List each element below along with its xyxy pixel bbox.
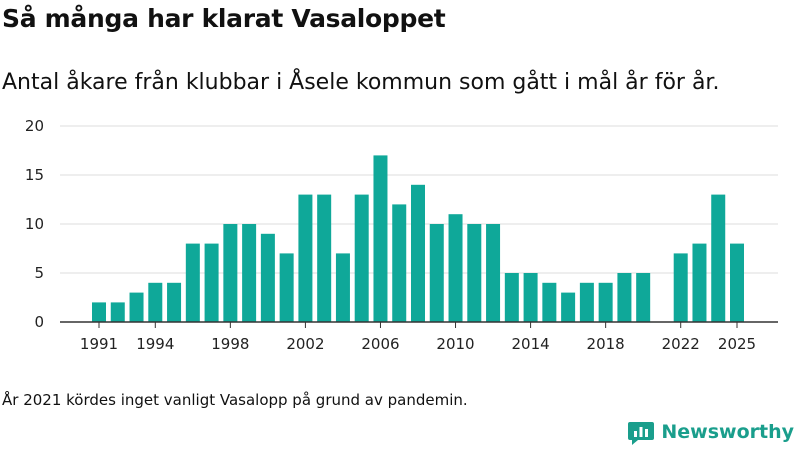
bar-2008 bbox=[411, 184, 425, 322]
bar-2006 bbox=[373, 155, 388, 322]
x-tick-label: 1991 bbox=[80, 335, 118, 353]
y-tick-label: 15 bbox=[25, 166, 44, 184]
bar-2007 bbox=[392, 204, 407, 322]
bar-1998 bbox=[223, 224, 238, 322]
bar-2015 bbox=[542, 282, 557, 322]
bar-2017 bbox=[579, 282, 594, 322]
x-tick-label: 2022 bbox=[662, 335, 700, 353]
bar-2014 bbox=[523, 273, 538, 322]
bar-1992 bbox=[110, 302, 125, 322]
bar-1994 bbox=[148, 282, 163, 322]
x-tick-label: 2025 bbox=[718, 335, 756, 353]
bar-chart-logo-icon bbox=[628, 422, 655, 445]
x-tick-label: 2006 bbox=[361, 335, 399, 353]
bar-2004 bbox=[335, 253, 350, 322]
bar-2022 bbox=[673, 253, 688, 322]
bar-chart: 0 5 10 15 20 1991 1994 1998 2002 2006 2010 2014 201… bbox=[25, 117, 778, 353]
bar-2009 bbox=[429, 224, 444, 322]
x-tick-label: 1994 bbox=[136, 335, 174, 353]
bar-2016 bbox=[561, 292, 576, 322]
bar-2003 bbox=[317, 194, 332, 322]
x-axis-ticks: 1991 1994 1998 2002 2006 2010 2014 2018 2022 2025 bbox=[60, 321, 778, 353]
y-tick-label: 20 bbox=[25, 117, 44, 135]
bar-2012 bbox=[486, 224, 501, 322]
chart-title: Så många har klarat Vasaloppet bbox=[2, 4, 446, 33]
x-tick-label: 2002 bbox=[286, 335, 324, 353]
bar-1997 bbox=[204, 243, 219, 322]
bar-2018 bbox=[598, 282, 613, 322]
bar-2005 bbox=[354, 194, 369, 322]
bar-1991 bbox=[92, 302, 106, 322]
chart-subtitle: Antal åkare från klubbar i Åsele kommun … bbox=[2, 70, 720, 95]
x-tick-label: 2018 bbox=[587, 335, 625, 353]
bars bbox=[92, 155, 744, 322]
bar-2013 bbox=[504, 273, 519, 322]
bar-2020 bbox=[636, 273, 651, 322]
y-tick-label: 5 bbox=[34, 264, 44, 282]
bar-2011 bbox=[467, 224, 482, 322]
brand-logo[interactable]: Newsworthy bbox=[628, 419, 794, 445]
bar-2000 bbox=[260, 233, 275, 322]
bar-1993 bbox=[129, 292, 144, 322]
y-tick-label: 0 bbox=[34, 313, 44, 331]
x-tick-label: 2014 bbox=[511, 335, 549, 353]
y-axis-ticks: 0 5 10 15 20 bbox=[25, 117, 44, 331]
x-tick-label: 2010 bbox=[436, 335, 474, 353]
bar-2024 bbox=[711, 194, 726, 322]
bar-2001 bbox=[279, 253, 294, 322]
y-tick-label: 10 bbox=[25, 215, 44, 233]
bar-2023 bbox=[692, 243, 707, 322]
bar-1996 bbox=[185, 243, 200, 322]
bar-1995 bbox=[167, 282, 182, 322]
brand-name: Newsworthy bbox=[661, 421, 794, 443]
bar-2010 bbox=[448, 214, 463, 322]
bar-1999 bbox=[242, 224, 257, 322]
x-tick-label: 1998 bbox=[211, 335, 249, 353]
footnote: År 2021 kördes inget vanligt Vasalopp på… bbox=[2, 391, 468, 409]
bar-2002 bbox=[298, 194, 313, 322]
bar-2025 bbox=[730, 243, 744, 322]
bar-2019 bbox=[617, 273, 632, 322]
